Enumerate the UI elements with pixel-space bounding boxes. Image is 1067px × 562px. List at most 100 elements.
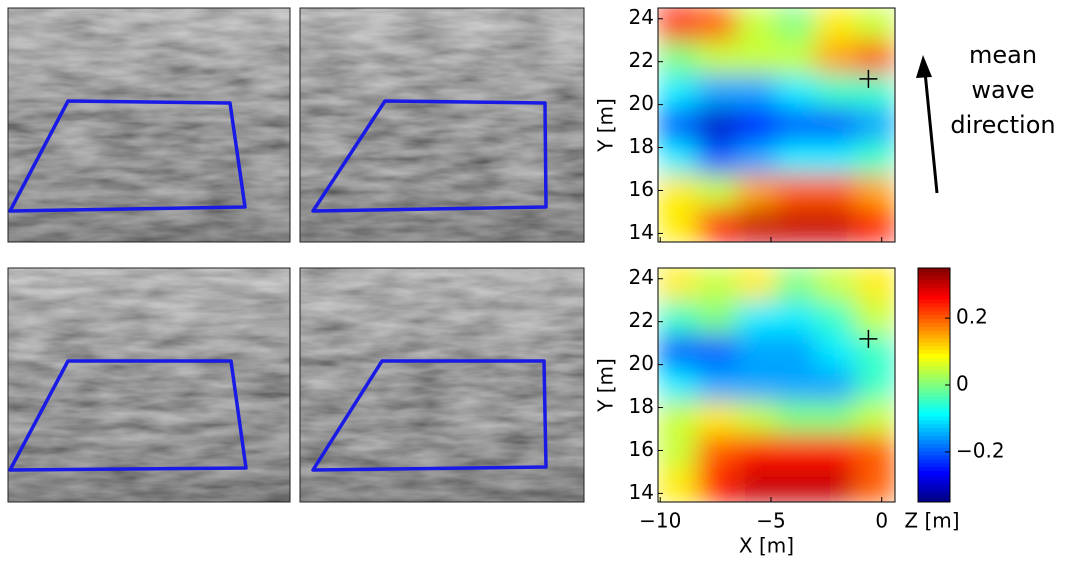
heat-cell	[736, 468, 777, 502]
marker-plus	[859, 329, 878, 348]
colorbar-band	[918, 447, 950, 452]
heat-cell	[815, 141, 856, 176]
heat-cell	[697, 74, 738, 109]
region-outline	[8, 99, 247, 213]
heat-cell	[776, 367, 817, 403]
heat-cell	[736, 401, 777, 436]
colorbar-band	[918, 287, 950, 292]
heat-cell	[815, 40, 856, 76]
heat-cell	[815, 8, 856, 42]
heat-cell	[776, 8, 817, 42]
heat-cell	[697, 367, 738, 403]
heat-cell	[658, 74, 698, 109]
heat-cell	[697, 40, 738, 76]
marker-plus	[859, 69, 878, 88]
colorbar-band	[918, 310, 950, 316]
heat-cell	[697, 434, 738, 470]
heat-cell	[736, 8, 777, 42]
heat-cell	[815, 401, 856, 436]
colorbar-tick-label: −0.2	[956, 438, 1005, 462]
y-axis-label: Y [m]	[594, 98, 618, 153]
colorbar-band	[918, 353, 950, 358]
heat-cell	[855, 107, 895, 143]
colorbar-band	[918, 454, 950, 460]
colorbar-band	[918, 326, 950, 331]
heat-cell	[658, 367, 698, 403]
colorbar-band	[918, 376, 950, 382]
x-tick-label: −5	[756, 509, 785, 533]
x-axis-label: X [m]	[739, 534, 794, 558]
heat-cell	[658, 40, 698, 76]
photo-shade	[299, 7, 585, 243]
heat-cell	[776, 208, 817, 242]
heat-cell	[658, 401, 698, 436]
arrow-shaft	[923, 71, 939, 194]
colorbar-band	[918, 419, 950, 425]
colorbar-band	[918, 267, 950, 273]
heat-cell	[697, 401, 738, 436]
y-tick-label: 22	[629, 48, 654, 72]
heatmap-cells	[658, 8, 895, 242]
colorbar-band	[918, 435, 950, 440]
annotation: mean	[969, 41, 1037, 69]
heat-cell	[815, 468, 856, 502]
colorbar-band	[918, 388, 950, 394]
heat-cell	[855, 40, 895, 76]
colorbar-band	[918, 408, 950, 413]
heat-cell	[855, 367, 895, 403]
annotation: wave	[971, 76, 1034, 104]
heat-cell	[697, 174, 738, 210]
colorbar-band	[918, 349, 950, 355]
y-tick-label: 14	[629, 220, 654, 244]
colorbar-band	[918, 474, 950, 479]
heat-cell	[855, 174, 895, 210]
heat-cell	[776, 174, 817, 210]
heat-cell	[815, 268, 856, 302]
y-axis-label: Y [m]	[594, 358, 618, 413]
heat-cell	[815, 300, 856, 336]
heat-cell	[658, 8, 698, 42]
heat-cell	[855, 468, 895, 502]
heat-cell	[658, 434, 698, 470]
colorbar-band	[918, 322, 950, 327]
heat-cell	[736, 174, 777, 210]
heatmap	[658, 8, 895, 242]
colorbar-band	[918, 283, 950, 288]
region-outline	[8, 359, 248, 472]
colorbar-band	[918, 400, 950, 405]
colorbar-tick-label: 0.2	[956, 305, 988, 329]
photo-shade	[299, 267, 585, 503]
heat-cell	[697, 268, 738, 302]
colorbar-band	[918, 365, 950, 370]
heat-cell	[855, 8, 895, 42]
plot-frame	[657, 7, 896, 243]
heat-cell	[776, 107, 817, 143]
heat-cell	[658, 208, 698, 242]
colorbar-band	[918, 369, 950, 374]
colorbar-band	[918, 431, 950, 436]
heat-cell	[697, 8, 738, 42]
heat-cell	[776, 74, 817, 109]
heat-cell	[855, 208, 895, 242]
heatmap	[658, 268, 895, 502]
annotation: direction	[950, 111, 1055, 139]
heat-cell	[736, 268, 777, 302]
heat-cell	[855, 268, 895, 302]
heat-cell	[776, 468, 817, 502]
heat-cell	[776, 334, 817, 369]
x-tick-label: 0	[875, 509, 888, 533]
heat-cell	[736, 208, 777, 242]
heat-cell	[776, 141, 817, 176]
heat-cell	[776, 434, 817, 470]
colorbar-band	[918, 334, 950, 339]
colorbar-band	[918, 275, 950, 280]
heat-cell	[697, 300, 738, 336]
heat-cell	[855, 334, 895, 369]
colorbar-band	[918, 427, 950, 433]
heat-cell	[736, 434, 777, 470]
colorbar-band	[918, 271, 950, 277]
colorbar-band	[918, 330, 950, 335]
colorbar-band	[918, 302, 950, 308]
heat-cell	[697, 208, 738, 242]
heat-cell	[855, 141, 895, 176]
